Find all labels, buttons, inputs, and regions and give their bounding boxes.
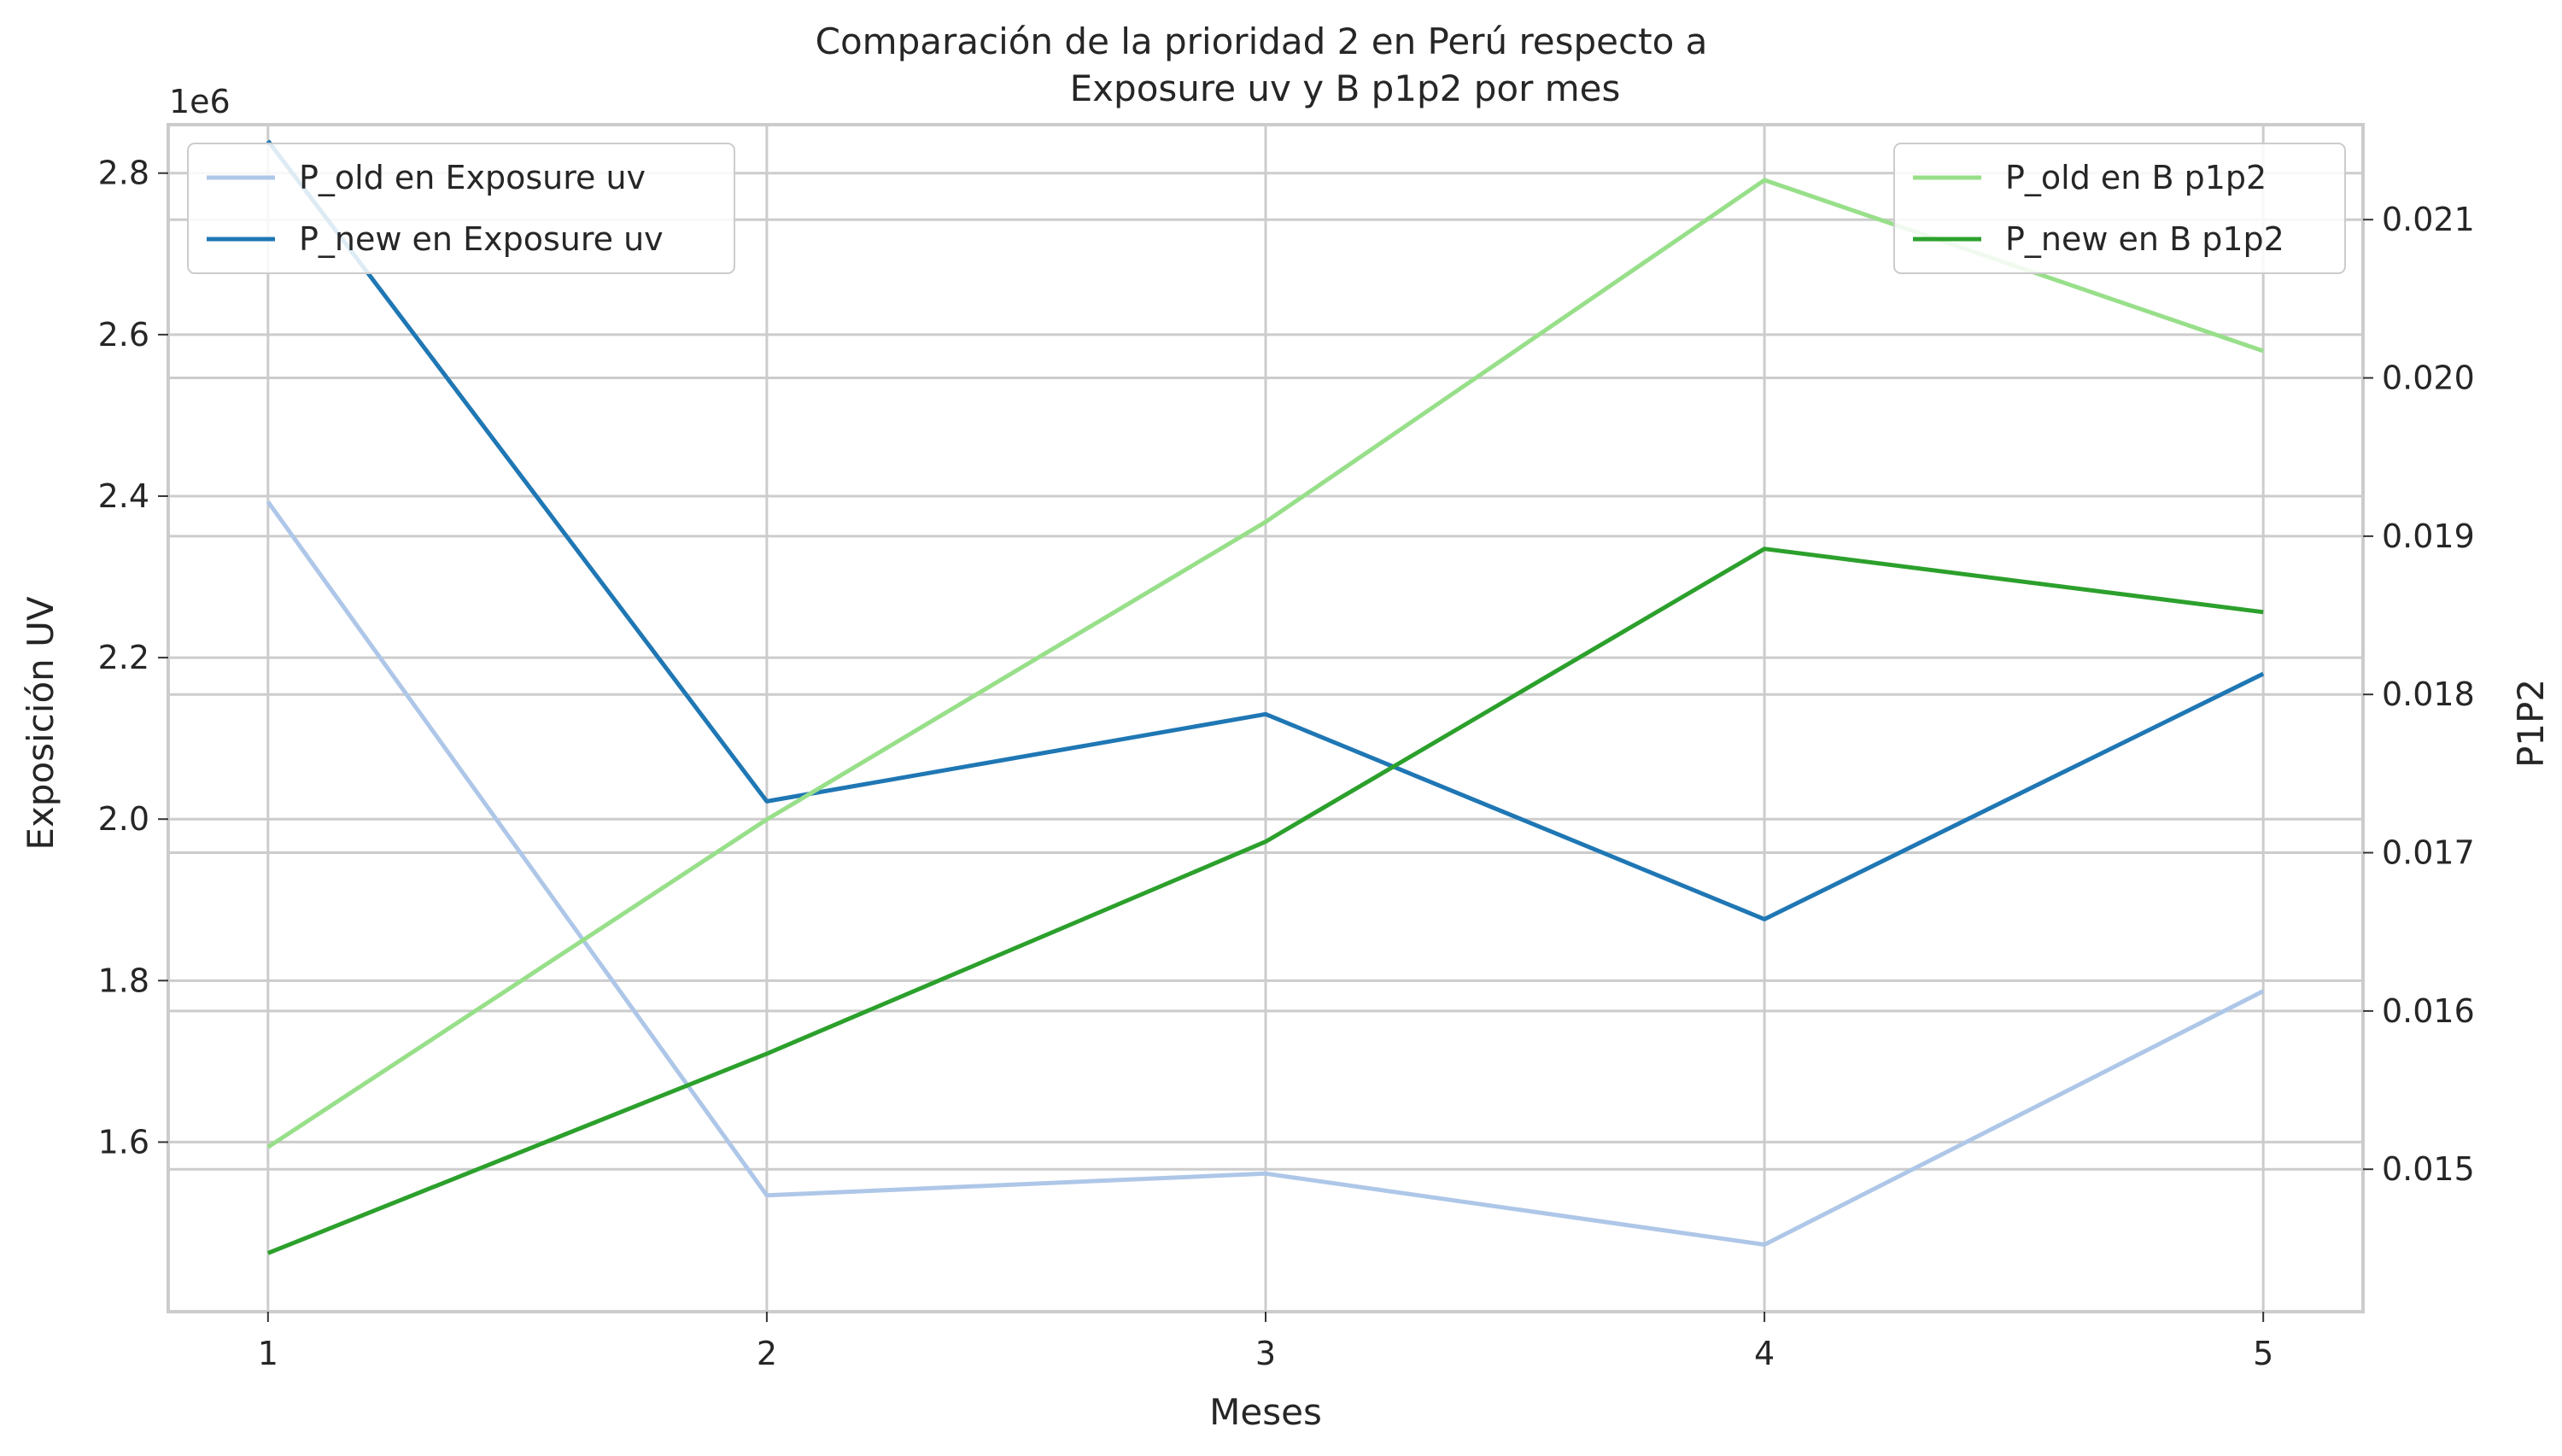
- left-tick-label: 2.0: [98, 800, 149, 838]
- legend-p1p2: P_old en B p1p2 P_new en B p1p2: [1893, 143, 2346, 274]
- right-tick-label: 0.015: [2382, 1150, 2475, 1188]
- left-tick-label: 2.4: [98, 477, 149, 515]
- x-tick-label: 4: [1754, 1335, 1775, 1372]
- series-line-2: [266, 139, 2265, 921]
- x-tick-labels: 1 2 3 4 5: [258, 1312, 2273, 1372]
- legend-label: P_old en Exposure uv: [299, 159, 646, 196]
- x-tick-label: 2: [757, 1335, 777, 1372]
- right-y-axis-label: P1P2: [2510, 679, 2552, 768]
- x-tick-label: 3: [1255, 1335, 1276, 1372]
- right-tick-label: 0.017: [2382, 834, 2475, 872]
- legend-box: [1893, 143, 2346, 274]
- right-y-tick-labels: 0.015 0.016 0.017 0.018 0.019 0.020 0.021: [2363, 201, 2475, 1188]
- x-grid: [266, 125, 2265, 1312]
- left-tick-label: 2.2: [98, 639, 149, 676]
- legend-box: [187, 143, 735, 274]
- left-tick-label: 2.8: [98, 155, 149, 192]
- x-axis-label: Meses: [1209, 1391, 1322, 1433]
- x-tick-label: 1: [258, 1335, 278, 1372]
- left-y-tick-labels: 1.6 1.8 2.0 2.2 2.4 2.6 2.8: [98, 155, 168, 1161]
- left-tick-label: 2.6: [98, 316, 149, 354]
- legend-label: P_new en Exposure uv: [299, 220, 664, 258]
- chart-title-line-2: Exposure uv y B p1p2 por mes: [1070, 67, 1621, 109]
- right-tick-label: 0.019: [2382, 517, 2475, 555]
- series-line-1: [266, 500, 2265, 1247]
- x-tick-label: 5: [2253, 1335, 2273, 1372]
- series-line-4: [266, 547, 2264, 1255]
- legend-exposure: P_old en Exposure uv P_new en Exposure uv: [187, 143, 735, 274]
- right-tick-label: 0.018: [2382, 675, 2475, 713]
- legend-label: P_new en B p1p2: [2005, 220, 2284, 258]
- left-y-axis-label: Exposición UV: [20, 596, 61, 850]
- legend-label: P_old en B p1p2: [2005, 159, 2267, 196]
- right-tick-label: 0.021: [2382, 201, 2475, 238]
- right-tick-label: 0.016: [2382, 992, 2475, 1030]
- chart-title-line-1: Comparación de la prioridad 2 en Perú re…: [816, 20, 1708, 62]
- left-axis-offset-label: 1e6: [169, 83, 231, 120]
- right-tick-label: 0.020: [2382, 360, 2475, 397]
- left-tick-label: 1.6: [98, 1123, 149, 1161]
- left-tick-label: 1.8: [98, 962, 149, 999]
